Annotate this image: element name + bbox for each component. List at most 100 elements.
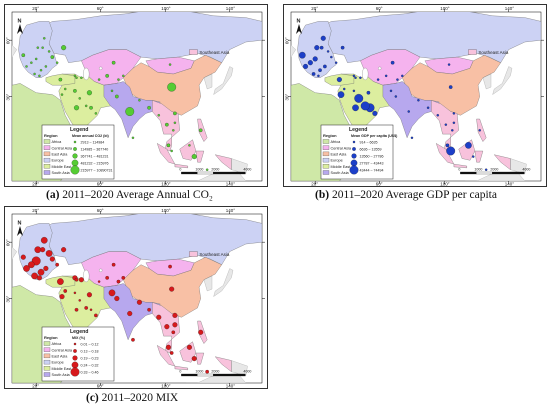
legend-region-swatch [43,372,51,377]
other-land-1 [203,275,213,292]
russia-polygon [45,214,262,265]
map-panel-b: 20° 20° 60° 60° 100° 100° 140° 140° 60° 30° N South… [283,4,547,187]
sulawesi-polygon [195,352,205,365]
legend-region-label: Central Asia [52,146,73,150]
data-point [484,168,488,171]
data-point [157,114,160,117]
data-point [115,94,119,99]
legend-size-symbol [349,165,359,175]
legend-size-label: 0.19 – 0.23 [81,357,99,361]
java-polygon [174,365,188,371]
data-point [407,110,410,113]
scale-label: 2000 [490,168,498,172]
russia-polygon [45,12,262,63]
data-point [86,90,92,96]
data-point [78,97,81,100]
data-point [167,82,177,92]
data-point [28,261,35,269]
data-point [60,93,64,96]
data-point [127,310,133,317]
data-point [384,74,388,78]
data-point [354,93,364,103]
legend-region-swatch [43,366,51,371]
data-point [78,277,84,283]
legend-size-label: 481232 – 215976 [81,162,109,166]
legend-region-label: South Asia [52,171,71,175]
data-point [136,299,142,305]
data-point [89,105,93,110]
legend-region-label: Central Asia [52,348,73,352]
legend-size-heading: Mean GDP per capita (US$) [351,134,398,138]
data-point [97,78,101,81]
data-point [326,50,330,53]
lon-label-bottom: 20° [311,182,318,187]
legend-region-swatch [43,151,51,157]
data-point [36,46,40,49]
other-land-2 [213,268,234,297]
data-point [84,306,89,310]
sumatra-polygon [435,143,455,165]
caspian-sea [83,67,90,81]
data-point [198,128,203,133]
data-point [198,329,204,335]
data-point [170,149,173,153]
data-point [61,45,67,51]
data-point [173,111,177,116]
data-point [122,74,125,78]
sumatra-polygon [156,345,176,367]
legend-size-label: 43444 – 74494 [360,169,384,173]
data-point [330,55,333,59]
aral-sea [99,66,103,70]
data-point [147,307,151,312]
legend-size-symbol [73,349,77,353]
legend-title: Legend [70,127,88,133]
data-point [57,278,64,285]
data-point [165,122,169,127]
legend-size-symbol [352,140,356,144]
legend-region-label: Europe [52,361,64,365]
data-point [168,264,172,269]
legend-size-symbol [71,361,79,369]
data-point [417,99,420,102]
lon-label-top: 140° [505,6,515,11]
map-c: 20° 20° 60° 60° 100° 100° 140° 140° 60° 30° N South… [4,206,268,389]
legend-region-swatch [43,145,51,150]
other-land-0 [291,45,296,58]
data-point [168,63,172,66]
data-point [94,313,98,318]
legend-region-label: South Asia [331,171,350,175]
data-point [37,268,45,276]
legend-region-label: East Asia [52,153,69,157]
scale-label: 4000 [243,370,251,374]
data-point [75,76,78,79]
data-point [43,265,49,271]
legend-region-swatch [43,359,51,365]
lat-label-left: 30° [285,93,290,100]
other-land-2 [492,66,513,95]
legend-region-label: Africa [331,140,342,144]
java-polygon [174,163,188,169]
lon-label-bottom: 60° [97,182,104,187]
legend-size-label: 6636 – 13559 [360,148,382,152]
map-b: 20° 20° 60° 60° 100° 100° 140° 140° 60° 30° N South… [283,4,547,187]
legend-size-symbol [351,153,357,159]
legend-region-swatch [43,341,51,346]
data-point [58,77,63,82]
russia-polygon [324,12,541,63]
legend-region-swatch [322,170,330,175]
data-point [352,74,356,78]
aral-sea [378,66,382,70]
legend-region-label: Central Asia [331,146,352,150]
north-arrow-icon [296,24,302,34]
scale-bar-segment [197,373,214,377]
legend-size-heading: Mean annual CO2 (kt) [72,134,110,138]
legend-size-symbol [70,367,80,377]
data-point [116,279,121,284]
data-point [311,72,316,76]
scale-bar-segment [213,171,246,175]
scale-bar-segment [181,171,198,175]
data-point [390,60,395,65]
southeast-label: Southeast Asia [199,50,230,55]
caspian-sea [83,269,90,283]
legend-size-label: 13560 – 27786 [360,155,384,159]
